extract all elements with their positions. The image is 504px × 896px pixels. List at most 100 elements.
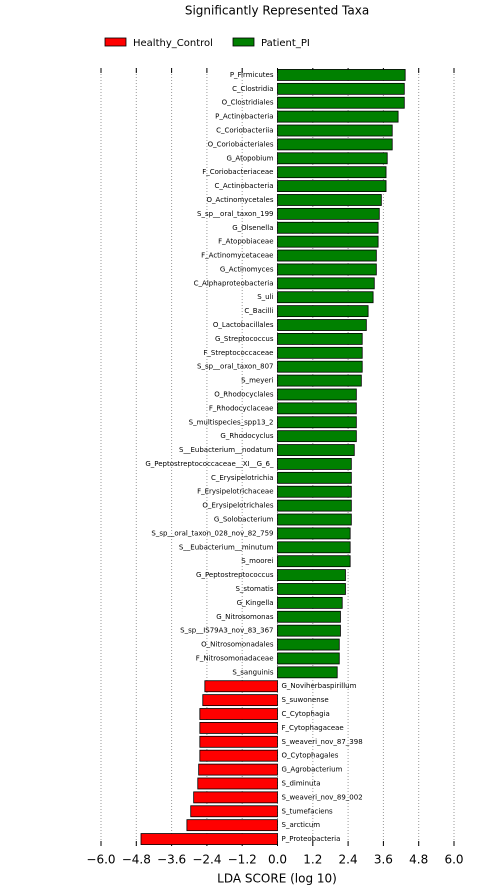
- category-label: S_sp__oral_taxon_199: [197, 210, 273, 218]
- bar: [193, 791, 278, 804]
- chart-title: Significantly Represented Taxa: [185, 4, 369, 18]
- category-label: O_Coriobacteriales: [208, 140, 274, 148]
- legend-label: Healthy_Control: [133, 38, 213, 49]
- bar: [277, 291, 374, 304]
- bar: [204, 680, 278, 693]
- x-tick-label: 1.2: [303, 853, 322, 867]
- category-label: O_Clostridiales: [222, 99, 274, 107]
- bar: [277, 263, 377, 276]
- category-label: S_diminuta: [282, 779, 321, 787]
- x-tick-label: 4.8: [409, 853, 428, 867]
- category-label: C_Bacilli: [244, 307, 273, 315]
- bar: [277, 319, 367, 331]
- bar: [277, 166, 387, 179]
- x-tick-label: 6.0: [444, 853, 463, 867]
- x-axis-label: LDA SCORE (log 10): [217, 872, 337, 886]
- bar: [277, 555, 351, 568]
- x-tick-label: −3.6: [157, 853, 186, 867]
- bar: [277, 569, 346, 581]
- legend-swatch: [104, 37, 127, 47]
- bar: [277, 430, 357, 443]
- category-label: S_multispecies_spp13_2: [189, 418, 274, 426]
- bar: [277, 583, 346, 595]
- bar: [277, 138, 393, 151]
- bar: [190, 805, 278, 818]
- bar: [277, 527, 351, 540]
- x-tick-label: −4.8: [122, 853, 151, 867]
- category-label: G_Olsenella: [232, 224, 273, 232]
- category-label: F_Streptococcaceae: [203, 349, 273, 357]
- category-label: P_Firmicutes: [230, 71, 274, 79]
- category-label: S__Eubacterium__minutum: [179, 543, 274, 551]
- category-label: G_Peptostreptococcus: [196, 571, 274, 579]
- legend-swatch: [232, 37, 255, 47]
- bar: [277, 458, 352, 470]
- category-label: F_Coriobacteriaceae: [202, 168, 273, 176]
- legend-label: Patient_PI: [261, 38, 310, 49]
- category-label: S_sp__oral_taxon_028_nov_82_759: [151, 529, 273, 537]
- bar: [202, 694, 278, 707]
- category-label: F_Atopobiaceae: [218, 238, 273, 246]
- category-label: S_sp__oral_taxon_807: [197, 363, 273, 371]
- category-label: F_Rhodocyclaceae: [209, 404, 274, 412]
- bar: [277, 235, 379, 248]
- x-tick-label: 3.6: [374, 853, 393, 867]
- bar: [277, 596, 343, 609]
- bar: [277, 666, 338, 679]
- bar: [277, 374, 362, 387]
- category-label: F_Nitrosomonadaceae: [196, 654, 274, 662]
- category-label: S_suwonense: [282, 696, 329, 704]
- category-label: C_Cytophagia: [282, 710, 330, 718]
- category-label: O_Nitrosomonadales: [201, 641, 274, 649]
- bar: [277, 207, 380, 220]
- bar: [198, 763, 278, 776]
- bar: [277, 124, 393, 137]
- category-label: G_Streptococcus: [215, 335, 274, 343]
- category-label: S_stomatis: [235, 585, 273, 593]
- bar: [277, 277, 375, 290]
- category-label: G_Peptostreptococcaceae__XI__G_6_: [145, 460, 274, 468]
- category-label: S_moorei: [241, 557, 273, 565]
- category-label: S_weaveri_nov_87_398: [282, 738, 363, 746]
- bar: [277, 485, 352, 498]
- x-tick-label: −6.0: [86, 853, 115, 867]
- bar: [277, 180, 387, 192]
- category-label: C_Erysipelotrichia: [211, 474, 274, 482]
- bar: [277, 416, 357, 429]
- category-label: F_Erysipelotrichaceae: [197, 488, 273, 496]
- category-label: O_Cytophagales: [282, 752, 339, 760]
- bar: [277, 638, 340, 651]
- bar: [277, 444, 355, 456]
- category-label: G_Rhodocyclus: [220, 432, 273, 440]
- bar: [277, 249, 377, 262]
- bar: [277, 402, 357, 415]
- category-label: O_Lactobacillales: [213, 321, 274, 329]
- category-label: C_Alphaproteobacteria: [194, 279, 274, 287]
- category-label: O_Rhodocyclales: [214, 390, 274, 398]
- bar: [277, 69, 406, 81]
- bar: [277, 152, 388, 165]
- bar: [277, 499, 352, 512]
- bar: [277, 624, 341, 637]
- category-label: O_Erysipelotrichales: [202, 502, 273, 510]
- bar: [199, 735, 278, 748]
- category-label: S_tumefaciens: [282, 807, 334, 815]
- category-label: C_Coriobacteriia: [216, 127, 273, 135]
- category-label: F_Actinomycetaceae: [201, 252, 273, 260]
- category-label: S_sanguinis: [232, 668, 274, 676]
- x-tick-label: 2.4: [339, 853, 358, 867]
- bar: [277, 194, 382, 206]
- category-label: S_meyeri: [241, 377, 273, 385]
- category-label: G_Nitrosomonas: [216, 613, 274, 621]
- category-label: G_Solobacterium: [214, 516, 274, 524]
- bar: [199, 722, 278, 734]
- bar: [277, 471, 352, 484]
- category-label: S_sp__IS79A3_nov_83_367: [180, 627, 273, 635]
- bar: [277, 110, 399, 123]
- x-tick-label: 0.0: [268, 853, 287, 867]
- category-label: S_uli: [257, 293, 273, 301]
- category-label: G_Atopobium: [227, 154, 274, 162]
- category-label: G_Actinomyces: [220, 265, 274, 273]
